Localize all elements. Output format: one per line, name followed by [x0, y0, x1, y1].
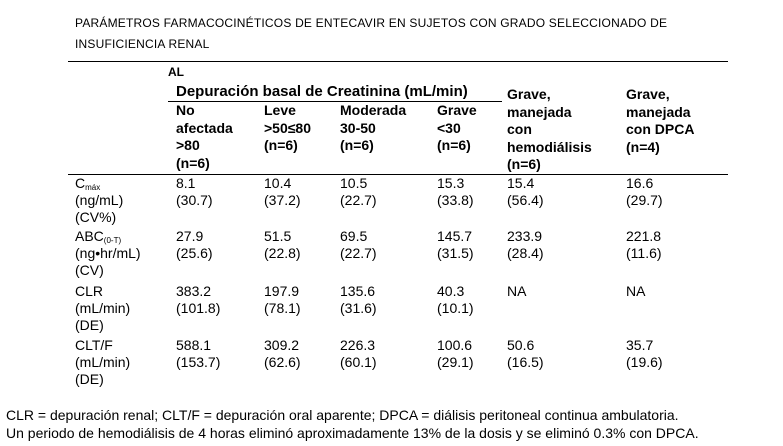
footnote-abbreviations: CLR = depuración renal; CLT/F = depuraci… — [6, 407, 679, 423]
row-3-label-line-2: (mL/min) — [75, 300, 131, 316]
row-2-spread-col-5: (28.4) — [507, 245, 544, 261]
header-col-4-line-2: <30 — [437, 119, 461, 136]
row-2-spread-col-6: (11.6) — [626, 245, 662, 261]
row-2-spread-col-3: (22.7) — [340, 245, 377, 261]
header-group-label: Depuración basal de Creatinina (mL/min) — [176, 83, 468, 100]
header-col-6-line-4: (n=4) — [626, 138, 660, 155]
footnote-hemodialysis: Un periodo de hemodiálisis de 4 horas el… — [6, 425, 699, 441]
header-col-3-line-3: (n=6) — [340, 137, 374, 153]
row-4-value-col-2: 309.2 — [264, 337, 300, 353]
row-2-value-col-5: 233.9 — [507, 228, 543, 244]
header-col-2-line-3: (n=6) — [264, 137, 298, 153]
row-4-value-col-6: 35.7 — [626, 337, 654, 353]
row-1-value-col-2: 10.4 — [264, 175, 292, 191]
row-label-main: CLT/F — [75, 337, 113, 353]
header-col-6-line-2: manejada — [626, 103, 691, 120]
row-4-spread-col-3: (60.1) — [340, 354, 377, 370]
row-1-value-col-3: 10.5 — [340, 175, 368, 191]
row-1-spread-col-4: (33.8) — [437, 192, 474, 208]
row-2-label-line-3: (CV) — [75, 262, 104, 278]
header-bottom-rule — [68, 174, 728, 175]
row-1-label: Cmáx — [75, 176, 100, 193]
header-col-5-line-3: con — [507, 121, 532, 137]
row-3-value-col-3: 135.6 — [340, 283, 376, 299]
row-2-label-line-2: (ng•hr/mL) — [75, 245, 141, 261]
row-4-value-col-3: 226.3 — [340, 337, 376, 353]
header-col-3-line-1: Moderada — [340, 102, 407, 118]
row-3-spread-col-2: (78.1) — [264, 300, 301, 316]
header-col-6-line-1: Grave, — [626, 86, 670, 102]
row-4-spread-col-5: (16.5) — [507, 354, 544, 370]
row-label-main: ABC — [75, 228, 104, 244]
row-1-spread-col-3: (22.7) — [340, 192, 377, 208]
row-label-main: CLR — [75, 283, 104, 299]
row-2-spread-col-4: (31.5) — [437, 245, 474, 261]
row-2-value-col-2: 51.5 — [264, 228, 292, 244]
row-3-value-col-5: NA — [507, 283, 527, 299]
row-4-spread-col-6: (19.6) — [626, 354, 663, 370]
row-1-value-col-4: 15.3 — [437, 175, 465, 191]
row-3-spread-col-4: (10.1) — [437, 300, 474, 316]
row-3-value-col-6: NA — [626, 283, 646, 299]
header-col-2-line-1: Leve — [264, 102, 296, 118]
header-col-2-line-2: >50≤80 — [264, 119, 312, 136]
row-4-value-col-5: 50.6 — [507, 337, 535, 353]
table-title: PARÁMETROS FARMACOCINÉTICOS DE ENTECAVIR… — [75, 13, 735, 55]
header-col-1-line-2: afectada — [176, 119, 233, 136]
row-3-label: CLR — [75, 284, 103, 299]
row-4-label-line-3: (DE) — [75, 371, 104, 387]
row-4-spread-col-2: (62.6) — [264, 354, 301, 370]
header-col-4-line-1: Grave — [437, 102, 477, 118]
header-col-5-line-4: hemodiálisis — [507, 138, 592, 155]
row-label-subscript: máx — [85, 183, 101, 192]
row-2-spread-col-2: (22.8) — [264, 245, 301, 261]
row-1-value-col-1: 8.1 — [176, 175, 196, 191]
row-4-label-line-2: (mL/min) — [75, 354, 131, 370]
row-1-label-line-3: (CV%) — [75, 209, 117, 225]
header-col-1-line-3: >80 — [176, 137, 200, 153]
table-title-line-1: PARÁMETROS FARMACOCINÉTICOS DE ENTECAVIR… — [75, 16, 668, 30]
row-3-value-col-4: 40.3 — [437, 283, 465, 299]
row-1-spread-col-1: (30.7) — [176, 192, 213, 208]
row-1-value-col-6: 16.6 — [626, 175, 654, 191]
header-col-1-line-1: No — [176, 102, 195, 118]
table-top-rule — [68, 61, 728, 62]
row-3-value-col-2: 197.9 — [264, 283, 300, 299]
header-col-3-line-2: 30-50 — [340, 119, 376, 136]
row-3-label-line-3: (DE) — [75, 317, 104, 333]
row-2-label: ABC(0-T) — [75, 229, 121, 246]
row-2-value-col-6: 221.8 — [626, 228, 662, 244]
row-label-main: C — [75, 175, 86, 191]
table-title-line-2: INSUFICIENCIA RENAL — [75, 37, 210, 51]
row-3-spread-col-3: (31.6) — [340, 300, 377, 316]
row-3-spread-col-1: (101.8) — [176, 300, 221, 316]
row-4-label: CLT/F — [75, 338, 113, 353]
header-col-5-line-1: Grave, — [507, 86, 551, 102]
row-2-spread-col-1: (25.6) — [176, 245, 213, 261]
header-col-1-line-4: (n=6) — [176, 154, 210, 171]
header-col-5-line-2: manejada — [507, 103, 572, 120]
row-1-value-col-5: 15.4 — [507, 175, 535, 191]
row-1-spread-col-2: (37.2) — [264, 192, 301, 208]
row-4-value-col-1: 588.1 — [176, 337, 212, 353]
group-header-rule — [168, 101, 502, 102]
row-2-value-col-3: 69.5 — [340, 228, 368, 244]
row-4-spread-col-4: (29.1) — [437, 354, 474, 370]
row-4-value-col-4: 100.6 — [437, 337, 473, 353]
header-col-4-line-3: (n=6) — [437, 137, 471, 153]
row-1-label-line-2: (ng/mL) — [75, 192, 124, 208]
row-2-value-col-1: 27.9 — [176, 228, 204, 244]
row-3-value-col-1: 383.2 — [176, 283, 212, 299]
header-al-label: AL — [168, 65, 184, 79]
row-1-spread-col-6: (29.7) — [626, 192, 663, 208]
header-col-5-line-5: (n=6) — [507, 156, 541, 172]
row-1-spread-col-5: (56.4) — [507, 192, 544, 208]
row-label-subscript: (0-T) — [103, 236, 122, 245]
header-col-6-line-3: con DPCA — [626, 121, 695, 137]
row-2-value-col-4: 145.7 — [437, 228, 473, 244]
row-4-spread-col-1: (153.7) — [176, 354, 221, 370]
